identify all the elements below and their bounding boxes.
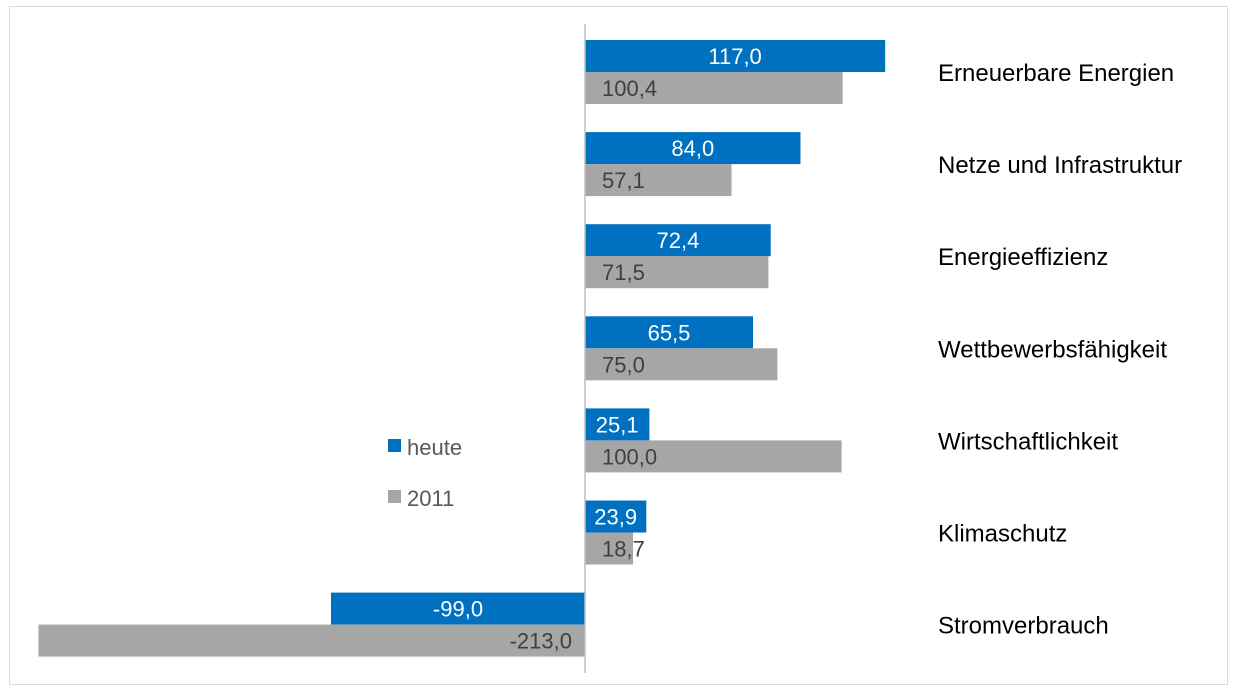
value-label-2011-netze-und-infrastruktur: 57,1	[602, 168, 645, 193]
bar-2011-wettbewerbsf-higkeit	[585, 348, 778, 381]
legend-swatch-heute	[388, 439, 401, 452]
bar-2011-erneuerbare-energien	[585, 72, 843, 104]
bar-2011-stromverbrauch	[38, 624, 585, 657]
bar-heute-netze-und-infrastruktur	[585, 132, 801, 165]
value-label-2011-wirtschaftlichkeit: 100,0	[602, 444, 657, 469]
category-labels-layer: Erneuerbare Energien Netze und Infrastruk…	[938, 60, 1182, 640]
value-label-heute-netze-und-infrastruktur: 84,0	[671, 136, 714, 161]
bar-2011-energieeffizienz	[585, 256, 769, 289]
legend: heute 2011	[388, 435, 462, 511]
bar-heute-erneuerbare-energien	[585, 40, 886, 72]
bar-2011-klimaschutz	[585, 532, 633, 565]
value-label-2011-erneuerbare-energien: 100,4	[602, 76, 657, 101]
category-label-stromverbrauch: Stromverbrauch	[938, 613, 1109, 640]
bar-2011-wirtschaftlichkeit	[585, 440, 842, 473]
bar-heute-wirtschaftlichkeit	[585, 408, 650, 441]
value-label-heute-stromverbrauch: -99,0	[433, 597, 483, 622]
value-label-heute-wettbewerbsf-higkeit: 65,5	[648, 320, 691, 345]
bar-heute-stromverbrauch	[331, 592, 585, 625]
value-label-heute-wirtschaftlichkeit: 25,1	[596, 412, 639, 437]
value-label-2011-wettbewerbsf-higkeit: 75,0	[602, 352, 645, 377]
bar-heute-klimaschutz	[585, 500, 647, 533]
value-label-heute-klimaschutz: 23,9	[594, 505, 637, 530]
bar-2011-netze-und-infrastruktur	[585, 164, 732, 197]
chart-frame	[9, 6, 1228, 685]
value-label-heute-erneuerbare-energien: 117,0	[708, 44, 761, 69]
category-label-klimaschutz: Klimaschutz	[938, 521, 1067, 548]
category-label-wettbewerbsf-higkeit: Wettbewerbsfähigkeit	[938, 336, 1167, 363]
category-label-energieeffizienz: Energieeffizienz	[938, 244, 1108, 271]
bar-heute-wettbewerbsf-higkeit	[585, 316, 753, 349]
legend-label-2011: 2011	[407, 486, 454, 511]
category-label-netze-und-infrastruktur: Netze und Infrastruktur	[938, 152, 1182, 179]
bars-layer	[38, 40, 886, 657]
value-label-2011-stromverbrauch: -213,0	[510, 629, 572, 654]
category-label-wirtschaftlichkeit: Wirtschaftlichkeit	[938, 428, 1118, 455]
value-labels-layer: 117,0 100,4 84,0 57,1 72,4 71,5 65,575,0 25,1 10…	[433, 44, 762, 654]
value-label-2011-klimaschutz: 18,7	[602, 537, 645, 562]
value-label-2011-energieeffizienz: 71,5	[602, 260, 645, 285]
value-label-heute-energieeffizienz: 72,4	[656, 228, 699, 253]
bar-heute-energieeffizienz	[585, 224, 771, 257]
legend-swatch-2011	[388, 490, 401, 503]
category-label-erneuerbare-energien: Erneuerbare Energien	[938, 60, 1174, 87]
legend-label-heute: heute	[407, 435, 462, 460]
